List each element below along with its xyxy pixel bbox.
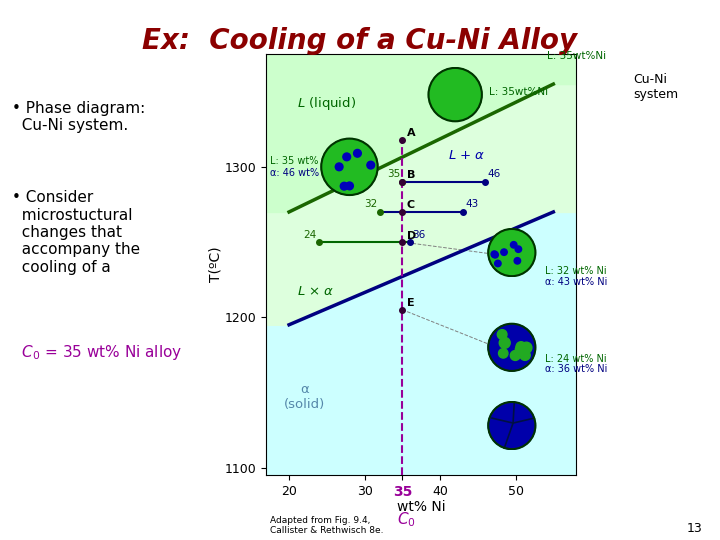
Text: L: 32 wt% Ni: L: 32 wt% Ni — [545, 266, 607, 276]
Text: Adapted from Fig. 9.4,
Callister & Rethwisch 8e.: Adapted from Fig. 9.4, Callister & Rethw… — [270, 516, 384, 535]
Text: $L$ + α: $L$ + α — [448, 149, 485, 163]
Circle shape — [491, 251, 498, 258]
Circle shape — [521, 342, 532, 353]
Text: L: 35wt%Ni: L: 35wt%Ni — [547, 51, 606, 62]
Circle shape — [346, 182, 354, 190]
Text: $L$ (liquid): $L$ (liquid) — [297, 94, 356, 112]
Text: A: A — [407, 128, 415, 138]
Text: E: E — [407, 298, 415, 308]
Circle shape — [516, 342, 526, 352]
Text: $C_0$: $C_0$ — [397, 510, 416, 529]
Circle shape — [520, 350, 530, 360]
Circle shape — [341, 183, 348, 190]
Circle shape — [428, 68, 482, 122]
Text: 24: 24 — [304, 230, 317, 240]
Circle shape — [495, 260, 501, 267]
Text: 13: 13 — [686, 522, 702, 535]
Text: B: B — [407, 170, 415, 180]
Y-axis label: T(ºC): T(ºC) — [208, 247, 222, 282]
Circle shape — [510, 350, 521, 360]
Text: D: D — [407, 231, 416, 240]
Circle shape — [488, 229, 536, 276]
Text: α
(solid): α (solid) — [284, 382, 325, 410]
Text: • Consider
  microstuctural
  changes that
  accompany the
  cooling of a: • Consider microstuctural changes that a… — [12, 190, 140, 275]
Circle shape — [515, 246, 521, 252]
Circle shape — [492, 252, 498, 258]
Text: Ex:  Cooling of a Cu-Ni Alloy: Ex: Cooling of a Cu-Ni Alloy — [143, 27, 577, 55]
Circle shape — [488, 402, 536, 449]
Text: 36: 36 — [412, 230, 426, 240]
Text: 35: 35 — [387, 170, 400, 179]
Circle shape — [488, 324, 536, 371]
Circle shape — [367, 161, 374, 169]
X-axis label: wt% Ni: wt% Ni — [397, 501, 446, 514]
Circle shape — [336, 163, 343, 171]
Text: α: 43 wt% Ni: α: 43 wt% Ni — [545, 276, 608, 287]
Circle shape — [499, 338, 510, 348]
Circle shape — [354, 150, 361, 157]
Text: 46: 46 — [487, 170, 501, 179]
Text: α: 36 wt% Ni: α: 36 wt% Ni — [545, 364, 608, 374]
Text: L: 24 wt% Ni: L: 24 wt% Ni — [545, 354, 607, 364]
Text: L: 35wt%Ni: L: 35wt%Ni — [489, 86, 549, 97]
Text: α: 46 wt% Ni: α: 46 wt% Ni — [270, 168, 333, 178]
Text: 32: 32 — [364, 199, 377, 210]
Text: C: C — [407, 200, 415, 211]
Circle shape — [510, 241, 517, 248]
Circle shape — [514, 258, 521, 264]
Circle shape — [343, 153, 351, 161]
Text: 43: 43 — [465, 199, 478, 210]
Text: $L$ × α: $L$ × α — [297, 285, 334, 298]
Circle shape — [321, 139, 378, 195]
Text: $C_0$ = 35 wt% Ni alloy: $C_0$ = 35 wt% Ni alloy — [12, 343, 182, 362]
Circle shape — [501, 249, 508, 255]
Circle shape — [498, 349, 508, 358]
Circle shape — [498, 329, 507, 339]
Circle shape — [516, 345, 525, 354]
Text: • Phase diagram:
  Cu-Ni system.: • Phase diagram: Cu-Ni system. — [12, 100, 145, 133]
Text: Cu-Ni
system: Cu-Ni system — [634, 73, 679, 101]
Text: L: 35 wt% Ni: L: 35 wt% Ni — [270, 156, 332, 166]
